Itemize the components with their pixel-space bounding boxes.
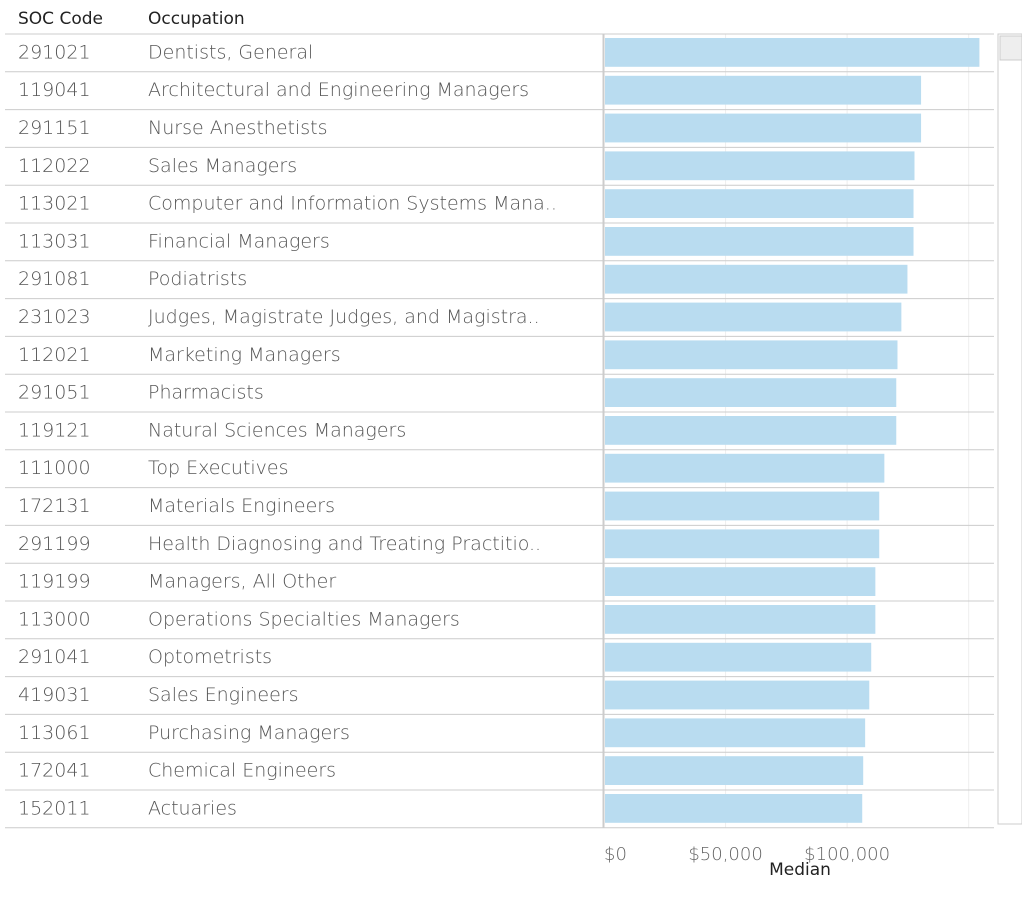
- occupation: Financial Managers: [148, 230, 330, 252]
- scrollbar-thumb[interactable]: [999, 35, 1022, 61]
- soc-code: 172131: [18, 495, 91, 517]
- soc-code: 113061: [18, 722, 91, 744]
- occupation: Sales Managers: [148, 155, 297, 177]
- bar: [605, 113, 922, 143]
- x-tick-label: $0: [604, 844, 627, 865]
- occupation: Natural Sciences Managers: [148, 419, 406, 441]
- occupation: Computer and Information Systems Mana..: [148, 193, 557, 215]
- column-header: SOC Code: [18, 9, 103, 29]
- x-tick-label: $100,000: [804, 844, 890, 865]
- soc-code: 119199: [18, 571, 91, 593]
- bar: [605, 151, 915, 181]
- occupation: Sales Engineers: [148, 684, 298, 706]
- occupation: Architectural and Engineering Managers: [148, 79, 529, 101]
- soc-code: 113031: [18, 230, 91, 252]
- occupation: Purchasing Managers: [148, 722, 350, 744]
- bar: [605, 529, 880, 559]
- soc-code: 291151: [18, 117, 91, 139]
- bar: [605, 302, 902, 332]
- bar: [605, 567, 876, 596]
- soc-code: 291199: [18, 533, 91, 555]
- occupation: Judges, Magistrate Judges, and Magistra.…: [148, 306, 540, 328]
- occupation: Dentists, General: [148, 41, 313, 63]
- soc-code: 111000: [18, 457, 91, 479]
- bar: [605, 38, 980, 67]
- bar: [605, 605, 876, 634]
- soc-code: 231023: [18, 306, 91, 328]
- bar: [605, 453, 885, 483]
- soc-code: 113000: [18, 608, 91, 630]
- occupation: Podiatrists: [148, 268, 247, 290]
- occupation: Chemical Engineers: [148, 760, 336, 782]
- occupation: Actuaries: [148, 797, 237, 819]
- bar: [605, 227, 914, 256]
- soc-code: 172041: [18, 760, 91, 782]
- scrollbar-track[interactable]: [997, 33, 1022, 825]
- soc-code: 291041: [18, 646, 91, 668]
- occupation: Operations Specialties Managers: [148, 608, 460, 630]
- occupation: Health Diagnosing and Treating Practitio…: [148, 533, 541, 555]
- soc-code: 152011: [18, 797, 91, 819]
- bar: [605, 491, 880, 521]
- soc-code: 291021: [18, 41, 91, 63]
- bar: [605, 718, 866, 748]
- bar: [605, 189, 914, 218]
- occupation: Nurse Anesthetists: [148, 117, 327, 139]
- soc-code: 419031: [18, 684, 91, 706]
- soc-code: 291051: [18, 382, 91, 404]
- bar: [605, 264, 908, 294]
- bar: [605, 794, 863, 823]
- occupation: Managers, All Other: [148, 571, 336, 593]
- column-header: Occupation: [148, 9, 245, 29]
- x-tick-label: $50,000: [688, 844, 762, 865]
- bar: [605, 75, 922, 105]
- bar: [605, 340, 898, 370]
- soc-code: 119121: [18, 419, 91, 441]
- bar: [605, 378, 897, 407]
- occupation: Top Executives: [148, 457, 289, 479]
- occupation: Optometrists: [148, 646, 272, 668]
- bar: [605, 680, 870, 710]
- soc-code: 112022: [18, 155, 91, 177]
- bar: [605, 642, 872, 672]
- soc-code: 119041: [18, 79, 91, 101]
- soc-code: 113021: [18, 193, 91, 215]
- bar: [605, 416, 897, 445]
- occupation: Materials Engineers: [148, 495, 335, 517]
- occupation: Marketing Managers: [148, 344, 341, 366]
- occupation: Pharmacists: [148, 382, 264, 404]
- x-axis-title: Median: [769, 860, 831, 880]
- soc-code: 112021: [18, 344, 91, 366]
- bar: [605, 756, 864, 785]
- soc-code: 291081: [18, 268, 91, 290]
